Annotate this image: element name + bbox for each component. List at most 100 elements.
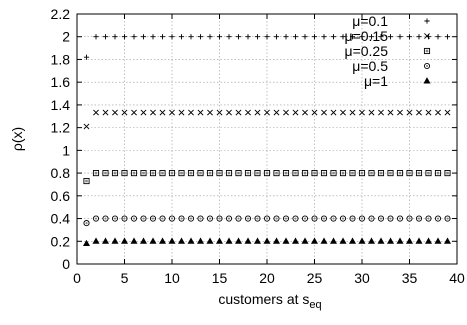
data-point — [158, 237, 167, 244]
data-point — [330, 215, 337, 222]
data-point — [387, 34, 394, 40]
x-axis-label-main: customers at s — [218, 291, 309, 307]
data-point — [102, 215, 109, 222]
y-tick-label: 1.4 — [51, 97, 71, 113]
data-point — [444, 34, 451, 40]
legend-marker — [424, 33, 430, 39]
data-point — [339, 170, 347, 177]
x-axis-label-subscript: eq — [309, 299, 321, 311]
data-point — [444, 170, 451, 177]
axis-ticks: 0 0.2 0.4 0.6 0.8 1 1.2 1.4 1.6 1.8 2 2.2 0 5 10 15 20 25… — [51, 6, 465, 286]
data-point — [291, 237, 300, 244]
legend-marker — [423, 47, 431, 55]
data-point — [102, 170, 109, 177]
data-point — [425, 215, 432, 222]
data-point — [169, 109, 175, 116]
data-point — [112, 34, 118, 40]
data-point — [149, 170, 157, 177]
data-point — [444, 215, 451, 222]
data-point — [378, 109, 384, 116]
data-point — [272, 237, 281, 244]
data-point — [245, 34, 251, 40]
legend-label: μ=0.1 — [352, 13, 388, 29]
data-point — [397, 34, 403, 40]
data-point — [406, 170, 413, 177]
data-point — [197, 215, 204, 222]
data-point — [321, 109, 327, 116]
data-point — [101, 237, 110, 244]
y-tick-label: 2.2 — [51, 6, 71, 22]
data-point — [377, 170, 385, 177]
data-point — [93, 109, 99, 116]
data-point — [415, 170, 423, 177]
data-point — [130, 237, 138, 244]
data-point — [358, 170, 366, 177]
legend-label: μ=0.25 — [345, 43, 389, 59]
legend-label: μ=0.5 — [352, 58, 388, 74]
data-point — [244, 237, 252, 244]
data-point — [405, 237, 414, 244]
data-point — [111, 215, 119, 222]
data-point — [244, 215, 252, 222]
data-point — [283, 34, 289, 40]
data-point — [131, 109, 137, 116]
data-point — [349, 34, 356, 40]
data-point — [254, 215, 261, 222]
data-point — [282, 237, 290, 244]
data-point — [330, 170, 337, 177]
data-point — [339, 215, 347, 222]
data-point — [302, 109, 308, 116]
data-point — [149, 215, 157, 222]
data-point — [302, 34, 308, 40]
x-tick-label: 25 — [307, 270, 323, 286]
grid — [77, 14, 457, 264]
y-tick-label: 1.8 — [51, 51, 71, 67]
y-tick-label: 1.6 — [51, 74, 71, 90]
y-tick-label: 0 — [62, 256, 70, 272]
data-point — [206, 215, 214, 222]
data-point — [443, 237, 452, 244]
data-point — [225, 215, 233, 222]
data-point — [387, 109, 394, 116]
data-point — [169, 34, 175, 40]
data-point — [188, 109, 194, 116]
data-point — [178, 215, 185, 222]
x-tick-label: 40 — [449, 270, 465, 286]
data-point — [159, 215, 166, 222]
data-point — [377, 215, 385, 222]
data-point — [444, 109, 451, 116]
data-point — [387, 170, 394, 177]
data-point — [283, 109, 289, 116]
legend-label: μ=1 — [364, 73, 388, 89]
data-point — [378, 34, 384, 40]
data-point — [377, 237, 385, 244]
data-point — [187, 215, 195, 222]
data-point — [178, 109, 185, 116]
x-tick-label: 0 — [73, 270, 81, 286]
data-point — [416, 34, 422, 40]
data-point — [358, 215, 366, 222]
data-point — [111, 170, 119, 177]
data-point — [320, 170, 328, 177]
data-point — [273, 34, 280, 40]
data-point — [329, 237, 338, 244]
data-point — [282, 215, 290, 222]
data-point — [215, 237, 224, 244]
data-point — [226, 34, 232, 40]
data-point — [83, 220, 90, 227]
data-point — [187, 170, 195, 177]
data-point — [301, 170, 309, 177]
data-point — [254, 170, 261, 177]
data-point — [140, 215, 147, 222]
x-tick-label: 10 — [164, 270, 180, 286]
data-point — [111, 237, 119, 244]
legend: μ=0.1μ=0.15μ=0.25μ=0.5μ=1 — [345, 13, 431, 89]
x-axis-label: customers at seq — [218, 291, 321, 311]
data-point — [264, 109, 270, 116]
data-point — [102, 109, 109, 116]
data-point — [406, 109, 413, 116]
series-4 — [83, 215, 451, 227]
data-point — [425, 109, 432, 116]
data-point — [415, 215, 423, 222]
